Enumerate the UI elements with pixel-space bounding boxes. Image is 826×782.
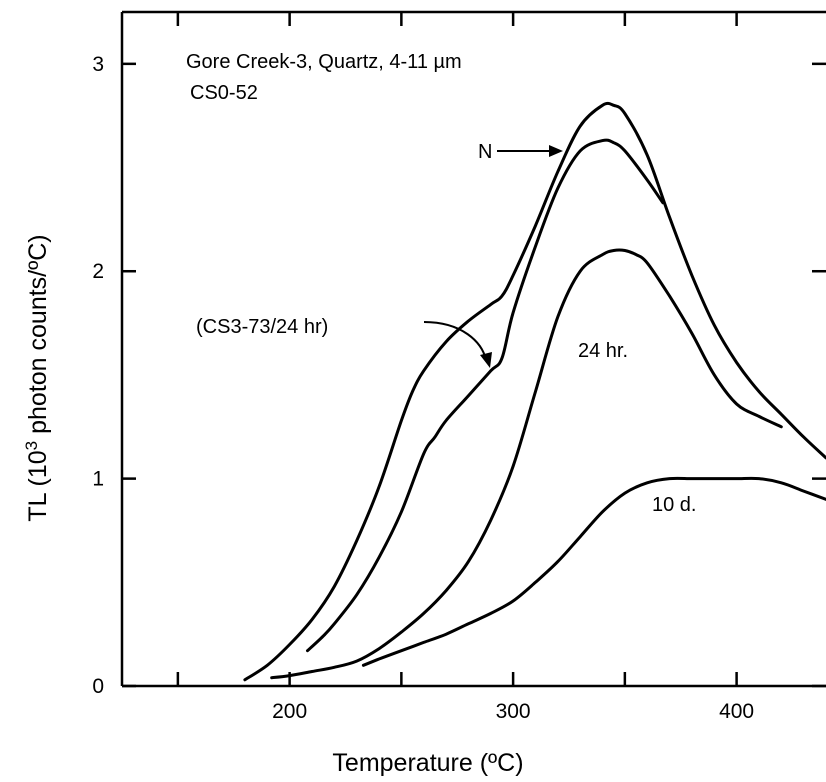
y-tick-label-3: 3 (92, 53, 104, 76)
x-tick-label-1: 200 (272, 700, 307, 723)
x-axis-title: Temperature (ºC) (332, 749, 523, 777)
sample-label: Gore Creek-3, Quartz, 4-11 µm (186, 51, 462, 73)
y-tick-label-0: 0 (92, 675, 104, 698)
y-tick-label-2: 2 (92, 260, 104, 283)
natural-curve-label: N (478, 141, 492, 163)
regenerated-curve-label: (CS3-73/24 hr) (196, 316, 328, 338)
axes: 200 300 400 0 1 2 3 (92, 10, 826, 723)
y-axis-title-units: photon counts/ºC) (24, 234, 52, 440)
glow-curves (243, 101, 826, 682)
regenerated-curve-arrow (423, 321, 492, 368)
bleached-10d-curve (361, 476, 826, 667)
y-axis-title: TL (103 photon counts/ºC) (22, 234, 52, 521)
x-axis-ticks: 200 300 400 (176, 12, 754, 723)
natural-curve-arrow (497, 145, 563, 157)
y-axis-title-exponent: 3 (22, 441, 41, 450)
y-axis-ticks: 0 1 2 3 (92, 53, 826, 698)
sample-code-label: CS0-52 (190, 82, 258, 104)
natural-curve (243, 101, 826, 682)
bleach-24hr-label: 24 hr. (578, 340, 628, 362)
y-axis-title-main: TL (10 (24, 450, 52, 521)
x-tick-label-5: 400 (719, 700, 754, 723)
bleach-10d-label: 10 d. (652, 494, 696, 516)
regenerated-curve (306, 138, 665, 653)
y-tick-label-1: 1 (92, 468, 104, 491)
x-tick-label-3: 300 (496, 700, 531, 723)
bleached-24hr-curve (270, 248, 783, 680)
